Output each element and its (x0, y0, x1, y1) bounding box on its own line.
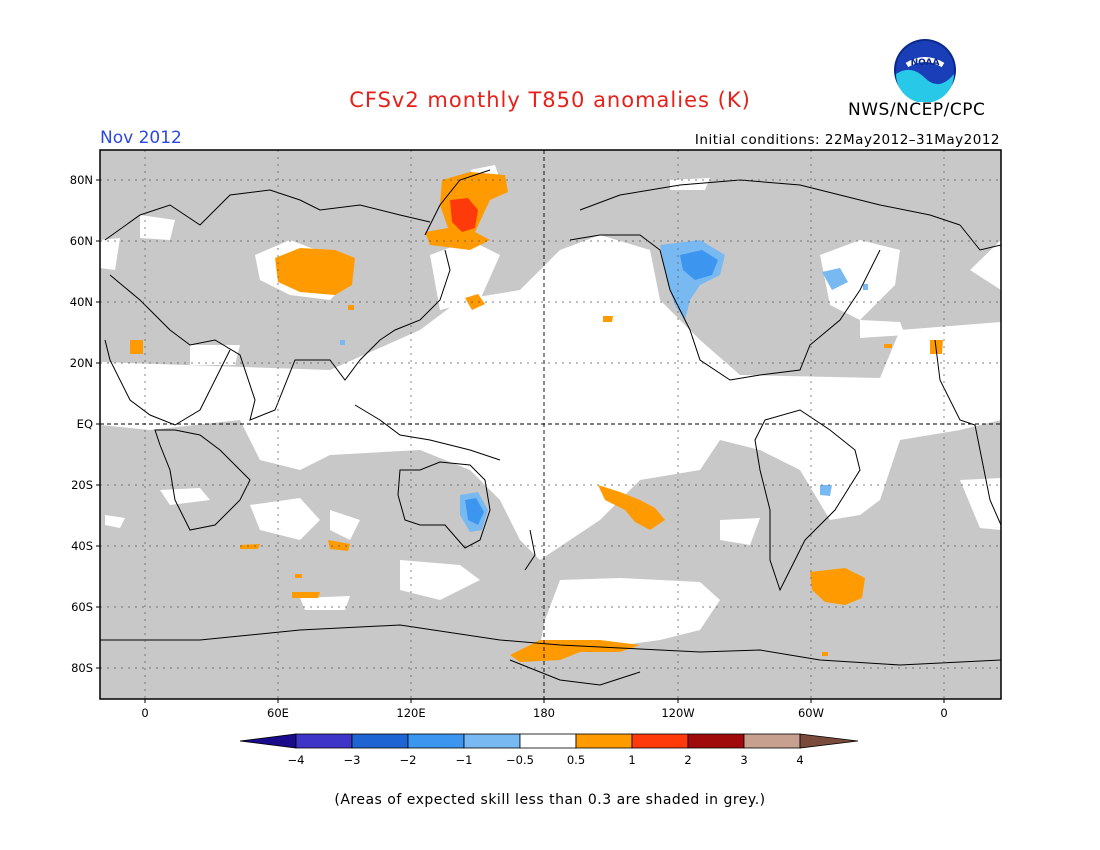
colorbar-label: −4 (288, 753, 305, 767)
lon-label: 60E (267, 706, 289, 720)
lat-label: 60S (71, 600, 93, 614)
equator-dateline (100, 150, 1001, 699)
colorbar-label: 2 (684, 753, 691, 767)
colorbar-labels: −4 −3 −2 −1 −0.5 0.5 1 2 3 4 (288, 753, 804, 767)
lat-label: 60N (70, 234, 93, 248)
colorbar-label: −1 (456, 753, 473, 767)
colorbar-swatch (631, 733, 689, 749)
agency-label: NWS/NCEP/CPC (848, 100, 986, 120)
colorbar-swatch (295, 733, 353, 749)
warm-anomaly-regions (130, 172, 943, 662)
lon-label: 0 (141, 706, 148, 720)
colorbar-swatch (351, 733, 409, 749)
colorbar-swatch (463, 733, 521, 749)
colorbar-label: 1 (628, 753, 635, 767)
colorbar-swatch (575, 733, 633, 749)
colorbar-swatch (407, 733, 465, 749)
lat-label: 40S (71, 539, 93, 553)
colorbar-label: −3 (344, 753, 361, 767)
moderate-cool-anomaly-regions (465, 250, 718, 525)
colorbar (239, 733, 859, 749)
lon-label: 0 (940, 706, 947, 720)
skill-footnote: (Areas of expected skill less than 0.3 a… (334, 792, 766, 808)
colorbar-label: 3 (740, 753, 747, 767)
lat-label: 80N (70, 173, 93, 187)
noaa-logo-icon: NOAA (894, 39, 956, 102)
lat-label: 40N (70, 295, 93, 309)
colorbar-label: −2 (400, 753, 417, 767)
lat-label: 20S (71, 478, 93, 492)
svg-text:NOAA: NOAA (911, 58, 940, 68)
lon-label: 60W (798, 706, 824, 720)
colorbar-label: 4 (796, 753, 803, 767)
colorbar-swatch (743, 733, 801, 749)
coastlines (100, 169, 1001, 686)
page-title: CFSv2 monthly T850 anomalies (K) (349, 88, 751, 112)
lat-label: 80S (71, 661, 93, 675)
latitude-labels: 80N 60N 40N 20N EQ 20S 40S 60S 80S (70, 173, 93, 675)
neutral-regions (100, 165, 1001, 650)
strong-warm-anomaly-regions (450, 198, 478, 232)
colorbar-swatch (687, 733, 745, 749)
lon-label: 120E (396, 706, 425, 720)
initial-conditions: Initial conditions: 22May2012–31May2012 (694, 132, 1000, 148)
colorbar-label: −0.5 (506, 753, 534, 767)
lat-label: EQ (77, 417, 93, 431)
colorbar-min-arrow (239, 733, 297, 749)
lon-label: 180 (533, 706, 555, 720)
colorbar-label: 0.5 (567, 753, 585, 767)
colorbar-swatch (519, 733, 577, 749)
lon-label: 120W (661, 706, 694, 720)
lat-label: 20N (70, 356, 93, 370)
longitude-labels: 0 60E 120E 180 120W 60W 0 (141, 706, 947, 720)
graticule (100, 150, 1001, 699)
forecast-month: Nov 2012 (100, 128, 182, 148)
colorbar-max-arrow (799, 733, 859, 749)
